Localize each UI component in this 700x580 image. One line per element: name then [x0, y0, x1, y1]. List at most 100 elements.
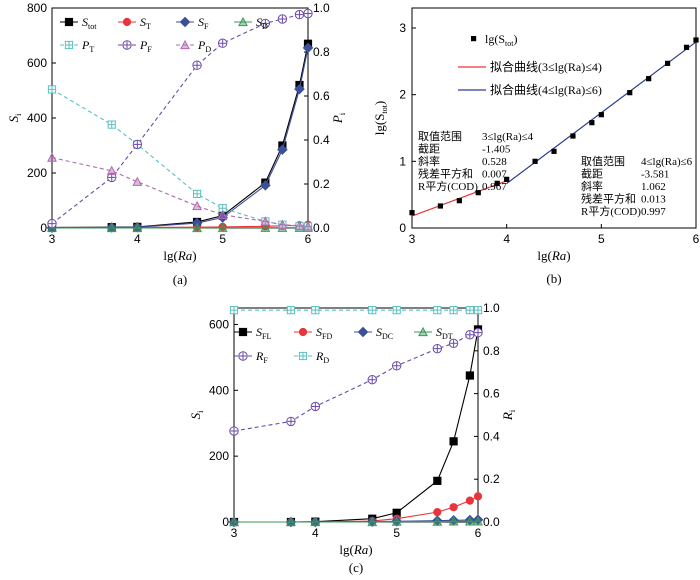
chart-c: 3 4 5 6 0 200 400 600 0.0 0.2 0.4 0.6 0.8 1.0 lg(Ra) Si… [188, 301, 517, 575]
y-right-tick-label: 0.4 [313, 133, 330, 147]
data-point [367, 374, 377, 385]
fit-stat-value: 0.013 [641, 194, 666, 206]
data-point [665, 60, 671, 66]
data-point [391, 516, 402, 526]
y-right-tick-label: 0.6 [483, 387, 500, 401]
data-point-cross [433, 345, 441, 353]
legend-marker [357, 326, 369, 338]
series-line [51, 43, 309, 228]
legend-label: SDT [436, 325, 453, 341]
data-point [598, 112, 604, 118]
data-point-cross [433, 306, 441, 314]
chart-a: 3 4 5 6 0 200 400 600 800 0.0 0.2 0.4 0.6 0.8 1.0 lg(Ra… [6, 1, 347, 287]
x-tick-label: 6 [305, 232, 312, 246]
legend-label: 拟合曲线(4≤lg(Ra)≤6) [490, 82, 602, 97]
data-point [465, 330, 475, 340]
fit-stat-label: 残差平方和 [418, 167, 473, 181]
data-point [47, 218, 57, 229]
data-point-cross [311, 306, 319, 314]
data-point-cross [304, 9, 312, 18]
scatter-points [409, 37, 699, 216]
legend-label: SFL [256, 325, 271, 341]
data-point [448, 338, 459, 349]
legend-label: PT [81, 38, 94, 54]
data-point [449, 503, 458, 512]
data-point [504, 176, 510, 182]
legend-marker [180, 39, 190, 50]
series-line [51, 47, 309, 229]
series-line [234, 495, 479, 523]
data-point-cross [295, 11, 304, 19]
y-axis-label: lg(Stot) [372, 101, 389, 135]
data-point [294, 220, 305, 230]
data-point [532, 158, 538, 164]
series-line [234, 329, 479, 523]
legend-marker [64, 40, 74, 50]
series-SFL [229, 325, 483, 527]
plot-frame [411, 7, 697, 229]
x-tick-label: 3 [409, 232, 416, 246]
data-point [433, 476, 442, 485]
data-point [310, 516, 321, 527]
series-PD [47, 152, 313, 231]
y-right-tick-label: 0.8 [313, 45, 330, 59]
legend-marker [418, 326, 428, 337]
data-point-cross [466, 306, 474, 314]
data-point-cross [108, 173, 116, 181]
data-point [448, 516, 459, 526]
data-point [303, 8, 313, 19]
x-tick-label: 6 [693, 232, 700, 246]
legend-marker [179, 16, 191, 28]
y-right-axis-label: Pi [330, 112, 347, 124]
data-point [303, 221, 313, 231]
legend-label: PD [197, 38, 211, 54]
legend-label: ST [140, 15, 151, 31]
series-line [51, 157, 309, 227]
fit-stat-label: 截距 [418, 142, 440, 156]
data-point-cross [287, 306, 295, 314]
data-point-cross [48, 85, 56, 93]
chart-caption: (b) [546, 271, 561, 286]
legend-label: SF [198, 15, 209, 31]
data-point [192, 200, 202, 211]
data-point [433, 508, 442, 517]
data-point [106, 165, 117, 175]
legend-label: RD [315, 349, 329, 365]
data-point [192, 189, 202, 199]
data-point [217, 38, 228, 48]
y-left-axis-label: Si [188, 410, 205, 420]
y-left-tick-label: 400 [209, 383, 229, 397]
fit-stat-value: 0.528 [482, 156, 507, 168]
data-point [589, 120, 595, 126]
y-right-axis-label: Ri [500, 409, 517, 421]
y-left-tick-label: 800 [27, 1, 47, 15]
fit-stats-table: 取值范围 3≤lg(Ra)≤4 截距 -1.405 斜率 0.528 残差平方和 0.007 R… [418, 129, 534, 193]
fit-stat-value: 0.967 [482, 181, 507, 193]
x-axis-label: lg(Ra) [537, 248, 570, 263]
plot-frame [51, 7, 309, 229]
data-point [368, 306, 377, 315]
y-right-tick-label: 0.4 [483, 429, 500, 443]
x-tick-label: 4 [312, 526, 319, 540]
legend-marker [238, 16, 248, 27]
data-point [391, 361, 402, 371]
y-right-tick-label: 0.6 [313, 89, 330, 103]
data-point-cross [278, 15, 286, 23]
data-point [132, 139, 143, 150]
chart-caption: (a) [173, 272, 187, 287]
data-point [132, 176, 143, 186]
data-point [465, 371, 474, 380]
data-point [294, 9, 305, 20]
data-point [260, 18, 271, 29]
data-point [106, 222, 117, 233]
data-point-cross [311, 402, 319, 411]
legend-label: Stot [82, 15, 97, 31]
x-tick-label: 6 [475, 526, 482, 540]
data-point [475, 190, 481, 196]
y-tick-label: 0 [399, 221, 406, 235]
data-point [432, 343, 443, 354]
legend-label: PF [139, 38, 152, 54]
series-RD [229, 306, 483, 315]
